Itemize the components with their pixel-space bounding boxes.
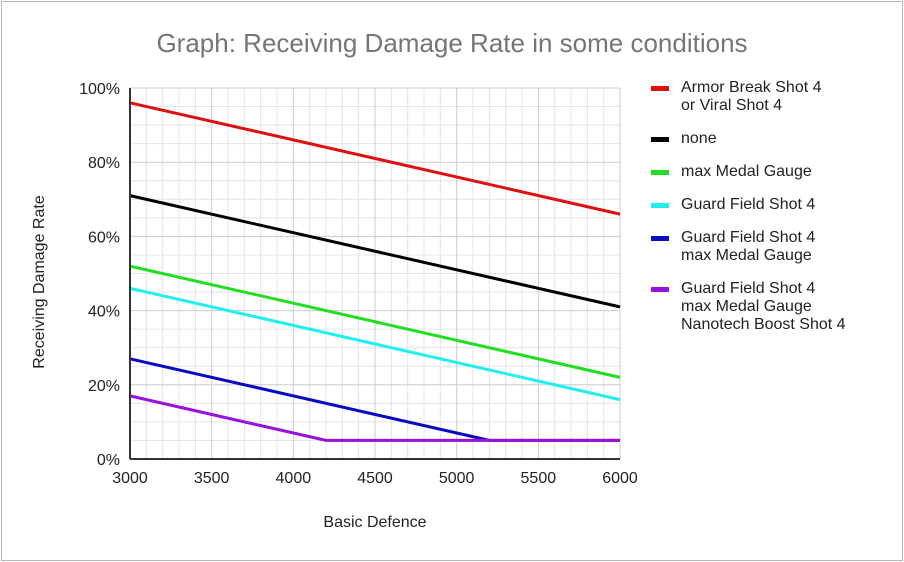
x-tick-label: 4500: [357, 470, 393, 487]
y-tick-labels: 0% 20% 40% 60% 80% 100%: [79, 81, 120, 469]
series-line-5: [129, 394, 620, 442]
legend-label: max Medal Gauge: [681, 298, 812, 315]
x-tick-label: 3000: [112, 470, 148, 487]
x-tick-label: 3500: [194, 470, 230, 487]
x-tick-label: 5500: [521, 470, 557, 487]
y-tick-label: 40%: [88, 304, 120, 321]
legend-label: Guard Field Shot 4: [681, 229, 816, 246]
legend-label: max Medal Gauge: [681, 163, 812, 180]
legend-swatch: [651, 287, 669, 292]
y-tick-label: 100%: [79, 81, 120, 98]
legend-item[interactable]: none: [651, 130, 896, 148]
legend-item[interactable]: max Medal Gauge: [651, 163, 896, 181]
y-tick-label: 20%: [88, 378, 120, 395]
legend-item[interactable]: Guard Field Shot 4 max Medal Gauge Nanotec…: [651, 280, 896, 334]
legend-label: Guard Field Shot 4: [681, 196, 816, 213]
legend-swatch: [651, 137, 669, 142]
legend-item[interactable]: Guard Field Shot 4: [651, 196, 896, 214]
legend-swatch: [651, 86, 669, 91]
series-group: [129, 101, 621, 442]
y-tick-label: 60%: [88, 229, 120, 246]
legend-swatch: [651, 170, 669, 175]
legend-label: or Viral Shot 4: [681, 97, 783, 114]
series-line-3: [129, 286, 621, 402]
x-tick-label: 4000: [276, 470, 312, 487]
series-line-2: [129, 264, 621, 379]
legend-label: Guard Field Shot 4: [681, 280, 816, 297]
legend-label: none: [681, 130, 717, 147]
y-tick-label: 0%: [97, 452, 120, 469]
legend-swatch: [651, 236, 669, 241]
legend-label: Armor Break Shot 4: [681, 79, 822, 96]
legend-item[interactable]: Armor Break Shot 4 or Viral Shot 4: [651, 79, 896, 115]
x-tick-label: 6000: [602, 470, 638, 487]
x-tick-label: 5000: [439, 470, 475, 487]
chart-title: Graph: Receiving Damage Rate in some con…: [156, 28, 748, 58]
y-axis-title: Receiving Damage Rate: [31, 195, 48, 369]
series-line-1: [129, 194, 621, 309]
y-tick-label: 80%: [88, 155, 120, 172]
x-tick-labels: 3000 3500 4000 4500 5000 5500 6000: [112, 470, 638, 487]
legend-swatch: [651, 203, 669, 208]
legend: Armor Break Shot 4 or Viral Shot 4 none max…: [651, 79, 896, 349]
x-axis-title: Basic Defence: [323, 514, 426, 531]
legend-label: Nanotech Boost Shot 4: [681, 316, 846, 333]
series-line-0: [129, 101, 621, 216]
legend-item[interactable]: Guard Field Shot 4 max Medal Gauge: [651, 229, 896, 265]
legend-label: max Medal Gauge: [681, 247, 812, 264]
